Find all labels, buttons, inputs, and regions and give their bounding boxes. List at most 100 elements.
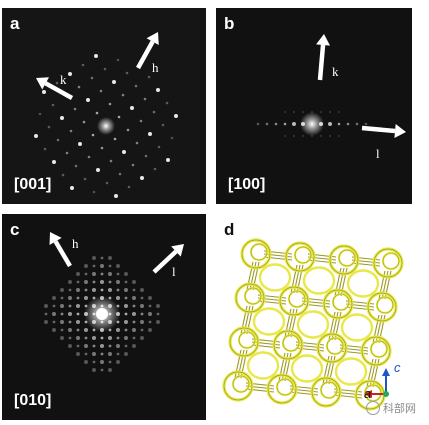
diffraction-spot — [132, 328, 136, 332]
diffraction-spot — [156, 304, 160, 308]
diffraction-spot — [100, 352, 104, 356]
framework-cage — [278, 285, 310, 317]
diffraction-spot — [143, 97, 147, 101]
diffraction-spot — [293, 111, 295, 113]
direction-arrow-icon — [136, 32, 159, 70]
diffraction-spot — [328, 122, 332, 126]
diffraction-spot — [108, 368, 112, 372]
diffraction-spot — [156, 320, 160, 324]
diffraction-spot — [60, 328, 64, 332]
diffraction-spot — [92, 280, 96, 284]
diffraction-spot — [174, 114, 178, 118]
diffraction-spot — [148, 312, 152, 316]
diffraction-spot — [74, 164, 78, 168]
panel-label-b: b — [224, 14, 235, 33]
diffraction-spot — [116, 360, 120, 364]
panel-a: a k h [001] — [2, 8, 206, 204]
central-beam — [300, 112, 324, 136]
diffraction-spot — [52, 320, 56, 324]
diffraction-spot — [87, 155, 91, 159]
diffraction-spot — [70, 186, 74, 190]
diffraction-spot — [108, 288, 112, 292]
diffraction-spot — [124, 320, 128, 324]
diffraction-spot — [76, 336, 80, 340]
diffraction-spot — [117, 115, 121, 119]
diffraction-pattern-c — [44, 232, 184, 372]
diffraction-spot — [90, 76, 94, 80]
axis-label-a: a — [364, 386, 372, 401]
diffraction-spot — [140, 304, 144, 308]
diffraction-spot — [329, 135, 331, 137]
zone-axis-label-c: [010] — [14, 392, 52, 409]
diffraction-spot — [68, 320, 72, 324]
direction-arrow-icon — [316, 34, 331, 81]
direction-arrow-icon — [361, 124, 406, 138]
diffraction-spot — [140, 288, 144, 292]
diffraction-spot — [105, 181, 109, 185]
diffraction-spot — [84, 344, 88, 348]
diffraction-spot — [43, 147, 47, 151]
diffraction-spot — [132, 320, 136, 324]
diffraction-spot — [116, 264, 120, 268]
diffraction-spot — [147, 75, 151, 79]
diffraction-spot — [320, 135, 322, 137]
diffraction-spot — [76, 288, 80, 292]
diffraction-spot — [132, 312, 136, 316]
panel-b: b k l [100] — [216, 8, 412, 204]
diffraction-spot — [69, 129, 73, 133]
diffraction-spot — [284, 135, 286, 137]
direction-label-k: k — [60, 72, 67, 87]
diffraction-spot — [84, 296, 88, 300]
framework-cage — [372, 247, 404, 279]
diffraction-spot — [124, 312, 128, 316]
diffraction-spot — [121, 93, 125, 97]
diffraction-spot — [165, 101, 169, 105]
diffraction-spot — [100, 146, 104, 150]
diffraction-spot — [76, 344, 80, 348]
diffraction-spot — [148, 328, 152, 332]
diffraction-spot — [156, 88, 160, 92]
diffraction-spot — [86, 98, 90, 102]
diffraction-spot — [127, 185, 131, 189]
diffraction-spot — [60, 320, 64, 324]
diffraction-spot — [109, 159, 113, 163]
watermark-logo-icon — [366, 401, 380, 415]
direction-arrow-icon — [49, 232, 72, 268]
diffraction-spot — [118, 172, 122, 176]
framework-cage — [240, 238, 272, 270]
diffraction-spot — [140, 296, 144, 300]
diffraction-spot — [124, 304, 128, 308]
framework-cage — [266, 373, 298, 405]
diffraction-spot — [60, 288, 64, 292]
framework-cage — [360, 335, 392, 367]
framework-pore — [252, 307, 286, 336]
diffraction-spot — [42, 90, 46, 94]
diffraction-spot — [124, 296, 128, 300]
diffraction-spot — [108, 344, 112, 348]
diffraction-spot — [92, 336, 96, 340]
diffraction-spot — [116, 288, 120, 292]
diffraction-spot — [108, 336, 112, 340]
diffraction-spot — [292, 122, 296, 126]
diffraction-spot — [68, 328, 72, 332]
diffraction-spot — [124, 352, 128, 356]
axis-indicator-icon — [364, 368, 390, 398]
diffraction-spot — [52, 296, 56, 300]
framework-lattice — [222, 238, 404, 411]
diffraction-spot — [320, 111, 322, 113]
diffraction-spot — [55, 81, 59, 85]
diffraction-spot — [100, 360, 104, 364]
diffraction-spot — [92, 344, 96, 348]
diffraction-spot — [52, 304, 56, 308]
diffraction-spot — [156, 312, 160, 316]
diffraction-spot — [274, 122, 278, 126]
diffraction-spot — [60, 336, 64, 340]
diffraction-spot — [144, 154, 148, 158]
diffraction-spot — [161, 123, 165, 127]
diffraction-spot — [125, 71, 129, 75]
framework-pore — [302, 266, 336, 295]
diffraction-spot — [134, 84, 138, 88]
diffraction-spot — [148, 132, 152, 136]
diffraction-spot — [108, 272, 112, 276]
diffraction-spot — [52, 312, 56, 316]
